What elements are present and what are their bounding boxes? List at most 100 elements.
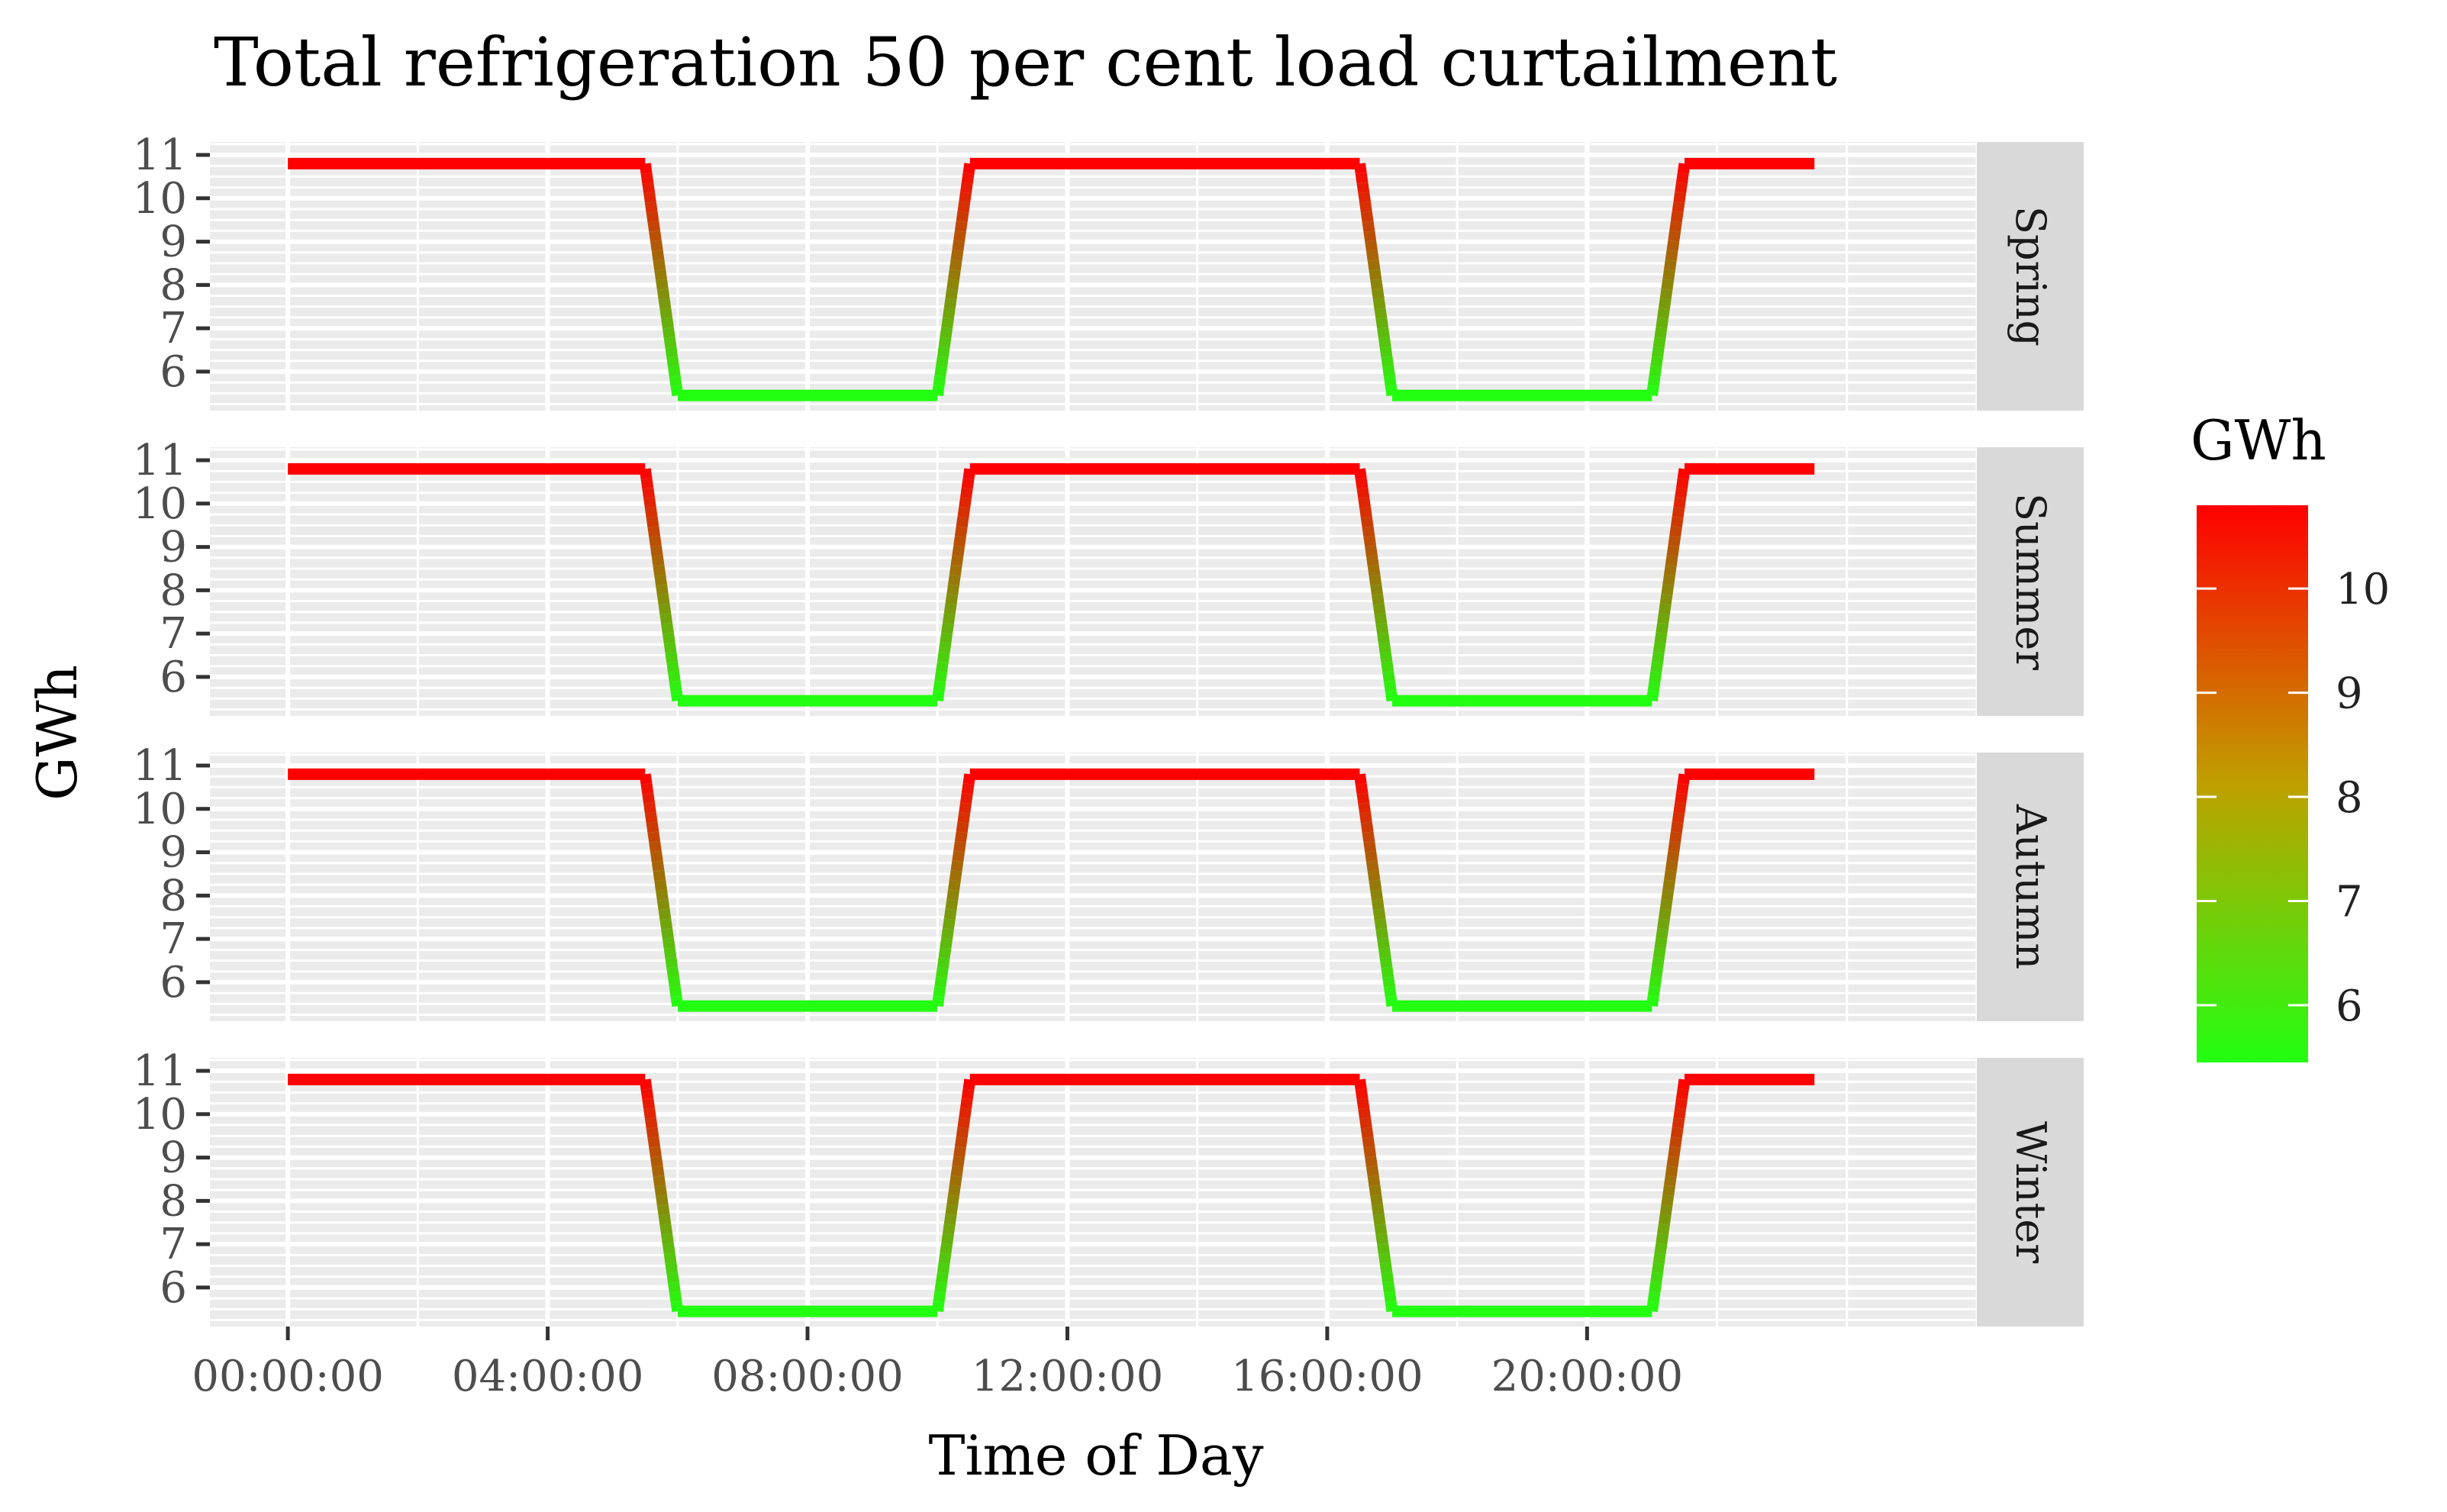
line-segment — [1356, 487, 1370, 499]
line-segment — [936, 1272, 949, 1284]
line-segment — [1372, 593, 1385, 605]
line-segment — [1363, 1146, 1377, 1158]
line-segment — [1358, 1107, 1371, 1120]
line-segment — [1673, 192, 1687, 204]
line-segment — [1381, 661, 1394, 673]
line-segment — [1650, 661, 1663, 673]
line-segment — [1377, 1243, 1390, 1255]
line-segment — [962, 163, 976, 175]
line-segment — [1649, 671, 1662, 682]
line-segment — [938, 1252, 952, 1264]
line-segment — [1354, 163, 1367, 175]
line-segment — [1654, 327, 1668, 339]
line-segment — [1656, 622, 1669, 634]
line-segment — [1658, 1214, 1672, 1226]
line-segment — [643, 497, 656, 509]
line-segment — [646, 821, 659, 833]
line-segment — [665, 651, 679, 663]
line-segment — [934, 1281, 947, 1293]
colorbar — [2197, 505, 2308, 1062]
line-segment — [668, 671, 681, 682]
line-segment — [644, 1117, 658, 1129]
line-segment — [933, 680, 946, 692]
line-segment — [666, 356, 679, 368]
line-segment — [933, 375, 946, 387]
line-segment — [646, 211, 659, 223]
line-segment — [954, 221, 968, 233]
line-segment — [1379, 956, 1393, 969]
line-segment — [1656, 927, 1669, 940]
line-segment — [943, 908, 957, 920]
line-segment — [1661, 1194, 1675, 1206]
line-segment — [1647, 985, 1661, 998]
strip-label: Summer — [2007, 493, 2055, 670]
line-segment — [1650, 1272, 1663, 1284]
line-segment — [658, 298, 672, 310]
line-segment — [642, 487, 655, 499]
line-segment — [1670, 821, 1684, 833]
line-segment — [1675, 792, 1688, 804]
line-segment — [1372, 298, 1386, 310]
line-segment — [960, 792, 973, 804]
x-tick-label: 08:00:00 — [711, 1352, 904, 1401]
line-segment — [952, 240, 966, 252]
line-segment — [1672, 506, 1685, 518]
line-segment — [934, 366, 947, 377]
line-segment — [1664, 564, 1677, 576]
line-segment — [666, 1272, 679, 1284]
line-segment — [1385, 385, 1398, 397]
line-segment — [1379, 1262, 1393, 1274]
line-segment — [934, 976, 947, 988]
line-segment — [658, 1214, 672, 1226]
line-segment — [954, 526, 968, 538]
line-segment — [1665, 860, 1678, 872]
line-segment — [651, 555, 665, 566]
line-segment — [1652, 947, 1666, 959]
line-segment — [941, 927, 954, 940]
colorbar-tick-label: 10 — [2336, 565, 2390, 614]
line-segment — [1365, 545, 1378, 557]
line-segment — [649, 1146, 662, 1158]
line-segment — [1658, 298, 1672, 310]
line-segment — [953, 230, 966, 242]
line-segment — [1377, 327, 1390, 339]
line-segment — [1659, 1204, 1673, 1216]
line-segment — [1355, 1088, 1369, 1100]
line-segment — [668, 1281, 681, 1293]
line-segment — [670, 995, 684, 1007]
line-segment — [1658, 908, 1672, 920]
line-segment — [1654, 632, 1668, 644]
line-segment — [1378, 947, 1391, 959]
line-segment — [949, 564, 962, 576]
line-segment — [670, 385, 684, 397]
line-segment — [953, 840, 966, 853]
line-segment — [942, 308, 956, 319]
line-segment — [669, 375, 682, 387]
line-segment — [962, 468, 976, 480]
line-segment — [1673, 497, 1687, 509]
line-segment — [1662, 269, 1675, 281]
series-line-summer — [288, 463, 1815, 707]
line-segment — [942, 613, 956, 624]
strip-spring — [1977, 142, 2084, 411]
line-segment — [1658, 603, 1672, 615]
line-segment — [1367, 259, 1381, 271]
line-segment — [949, 259, 962, 271]
line-segment — [1669, 1136, 1682, 1149]
line-segment — [957, 506, 971, 518]
line-segment — [1369, 1185, 1382, 1197]
line-segment — [651, 860, 665, 872]
line-segment — [1659, 593, 1673, 605]
line-segment — [1378, 1252, 1391, 1264]
y-tick-label: 7 — [160, 609, 187, 659]
y-tick-label: 8 — [160, 871, 187, 920]
line-segment — [956, 1127, 969, 1139]
line-segment — [659, 613, 673, 624]
line-segment — [940, 1243, 953, 1255]
line-segment — [1670, 1127, 1684, 1139]
line-segment — [1670, 211, 1684, 223]
line-segment — [647, 831, 661, 843]
line-segment — [644, 506, 658, 518]
line-segment — [956, 516, 969, 528]
